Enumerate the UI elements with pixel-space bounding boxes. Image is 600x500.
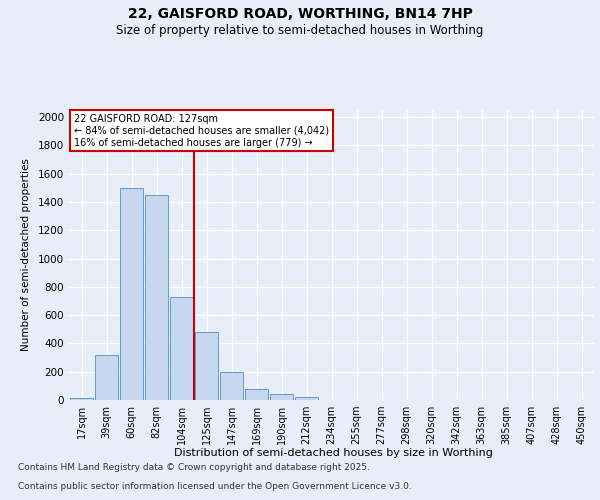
- Text: 22 GAISFORD ROAD: 127sqm
← 84% of semi-detached houses are smaller (4,042)
16% o: 22 GAISFORD ROAD: 127sqm ← 84% of semi-d…: [74, 114, 329, 148]
- Text: Distribution of semi-detached houses by size in Worthing: Distribution of semi-detached houses by …: [173, 448, 493, 458]
- Bar: [295, 397, 318, 400]
- Bar: [120, 188, 143, 400]
- Bar: [195, 332, 218, 400]
- Bar: [70, 398, 93, 400]
- Bar: [220, 372, 243, 400]
- Bar: [145, 195, 168, 400]
- Text: 22, GAISFORD ROAD, WORTHING, BN14 7HP: 22, GAISFORD ROAD, WORTHING, BN14 7HP: [128, 8, 472, 22]
- Text: Size of property relative to semi-detached houses in Worthing: Size of property relative to semi-detach…: [116, 24, 484, 37]
- Bar: [270, 394, 293, 400]
- Text: Contains HM Land Registry data © Crown copyright and database right 2025.: Contains HM Land Registry data © Crown c…: [18, 464, 370, 472]
- Text: Contains public sector information licensed under the Open Government Licence v3: Contains public sector information licen…: [18, 482, 412, 491]
- Bar: [245, 388, 268, 400]
- Bar: [170, 298, 193, 400]
- Y-axis label: Number of semi-detached properties: Number of semi-detached properties: [21, 158, 31, 352]
- Bar: [95, 356, 118, 400]
